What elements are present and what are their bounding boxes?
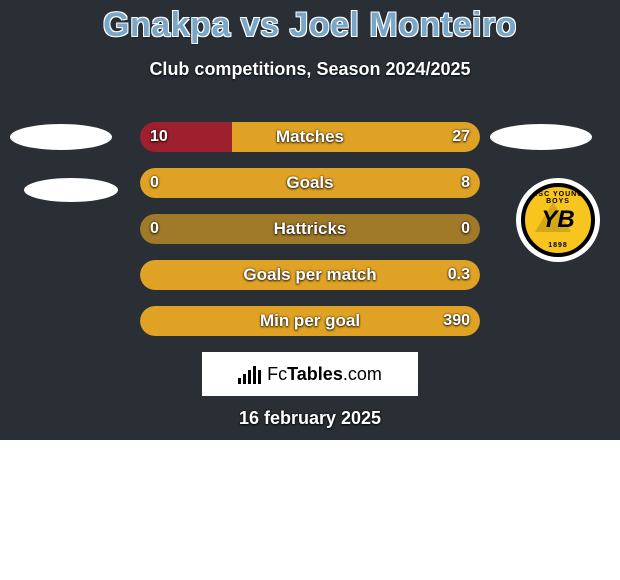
stat-label: Min per goal	[140, 306, 480, 336]
club-badge: BSC YOUNG BOYS YB 1898	[516, 178, 600, 262]
player-placeholder	[10, 124, 112, 150]
stat-label: Hattricks	[140, 214, 480, 244]
stat-value-right: 390	[443, 306, 470, 336]
fctables-logo: FcTables.com	[202, 352, 418, 396]
stat-value-right: 27	[452, 122, 470, 152]
page-title: Gnakpa vs Joel Monteiro	[0, 0, 620, 45]
stat-row: Min per goal390	[140, 306, 480, 336]
logo-text: FcTables.com	[267, 364, 382, 385]
subtitle: Club competitions, Season 2024/2025	[0, 59, 620, 80]
stat-value-right: 8	[461, 168, 470, 198]
stat-row: Goals per match0.3	[140, 260, 480, 290]
player-placeholder	[24, 178, 118, 202]
stat-value-right: 0	[461, 214, 470, 244]
stat-value-left: 10	[150, 122, 168, 152]
stat-row: Goals0 8	[140, 168, 480, 198]
stat-label: Goals	[140, 168, 480, 198]
stat-rows: Matches1027Goals08Hattricks00Goals per m…	[140, 122, 480, 352]
stat-row: Hattricks0 0	[140, 214, 480, 244]
stat-label: Goals per match	[140, 260, 480, 290]
stat-row: Matches10 27	[140, 122, 480, 152]
badge-initials: YB	[541, 206, 574, 234]
stat-value-left: 0	[150, 168, 159, 198]
player-placeholder	[490, 124, 592, 150]
stat-value-right: 0.3	[448, 260, 470, 290]
stat-value-left: 0	[150, 214, 159, 244]
stat-label: Matches	[140, 122, 480, 152]
logo-bars-icon	[238, 364, 261, 384]
comparison-card: Gnakpa vs Joel Monteiro Club competition…	[0, 0, 620, 440]
snapshot-date: 16 february 2025	[0, 408, 620, 429]
badge-ring: BSC YOUNG BOYS YB 1898	[521, 183, 595, 257]
badge-bottom-text: 1898	[525, 242, 591, 249]
